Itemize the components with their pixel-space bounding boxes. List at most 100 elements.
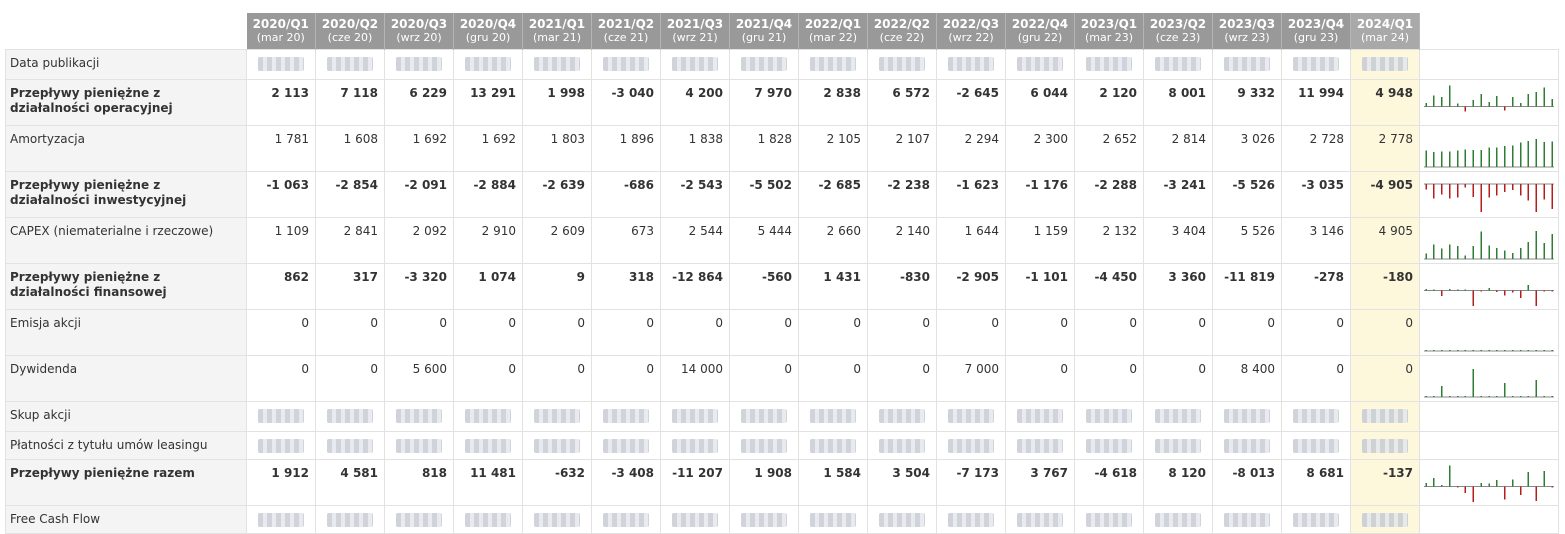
table-cell: 2 728 [1281,125,1351,172]
table-cell: -137 [1350,459,1420,506]
table-cell: -11 207 [660,459,730,506]
period-date: (mar 20) [256,31,305,44]
period-header[interactable]: 2020/Q1 (mar 20) [246,13,316,50]
table-cell [798,505,868,534]
period-date: (gru 22) [1017,31,1063,44]
table-cell: 2 300 [1005,125,1075,172]
table-cell: -3 408 [591,459,661,506]
period-date: (mar 21) [532,31,582,44]
row-label: Przepływy pieniężne z działalności finan… [5,263,247,310]
period-date: (mar 24) [1360,31,1410,44]
table-cell: 0 [798,355,868,402]
table-cell: 0 [1005,355,1075,402]
table-cell: 2 838 [798,79,868,126]
period-date: (cze 23) [1155,31,1201,44]
table-cell: -4 905 [1350,171,1420,218]
table-cell: 0 [867,355,937,402]
blurred-value [1362,513,1408,527]
period-header[interactable]: 2023/Q1 (mar 23) [1074,13,1144,50]
table-row: Free Cash Flow [5,505,1559,534]
period-quarter: 2022/Q1 [804,17,862,31]
table-cell: -5 502 [729,171,799,218]
table-cell: 0 [315,309,385,356]
table-cell: 0 [1074,355,1144,402]
table-cell: -12 864 [660,263,730,310]
table-cell: 0 [1143,309,1213,356]
table-cell [1212,431,1282,460]
table-cell [453,505,523,534]
table-cell: -2 884 [453,171,523,218]
period-header[interactable]: 2024/Q1 (mar 24) [1350,13,1420,50]
table-cell [1074,505,1144,534]
period-date: (mar 23) [1084,31,1134,44]
blurred-value [1017,57,1063,71]
table-cell: -2 238 [867,171,937,218]
period-header[interactable]: 2020/Q4 (gru 20) [453,13,523,50]
sparkline-header-spacer [1419,13,1559,50]
table-cell: 8 120 [1143,459,1213,506]
table-cell: -1 176 [1005,171,1075,218]
period-header[interactable]: 2021/Q1 (mar 21) [522,13,592,50]
table-cell [1212,49,1282,80]
blurred-value [258,513,304,527]
table-cell [1074,401,1144,432]
period-date: (gru 21) [741,31,787,44]
table-cell: 0 [522,309,592,356]
table-cell: -180 [1350,263,1420,310]
period-header[interactable]: 2021/Q3 (wrz 21) [660,13,730,50]
blurred-value [534,439,580,453]
period-header[interactable]: 2023/Q4 (gru 23) [1281,13,1351,50]
table-cell: 6 572 [867,79,937,126]
table-cell: 2 140 [867,217,937,264]
table-cell [1212,505,1282,534]
table-cell: -2 685 [798,171,868,218]
table-cell [1005,49,1075,80]
sparkline-cell [1419,125,1559,172]
blurred-value [465,409,511,423]
table-cell: -830 [867,263,937,310]
table-cell [1074,49,1144,80]
table-cell: -3 241 [1143,171,1213,218]
blurred-value [1293,57,1339,71]
cash-flow-table: 2020/Q1 (mar 20) 2020/Q2 (cze 20) 2020/Q3 (wr… [5,13,1559,534]
table-cell [522,431,592,460]
table-cell [660,505,730,534]
period-date: (gru 23) [1293,31,1339,44]
table-cell [591,431,661,460]
blurred-value [327,513,373,527]
table-cell [1005,431,1075,460]
table-cell: 1 692 [384,125,454,172]
period-header[interactable]: 2023/Q3 (wrz 23) [1212,13,1282,50]
table-cell: 2 113 [246,79,316,126]
blurred-value [948,409,994,423]
table-row: Przepływy pieniężne z działalności finan… [5,263,1559,310]
period-header[interactable]: 2022/Q1 (mar 22) [798,13,868,50]
sparkline-chart [1424,350,1554,352]
period-header[interactable]: 2022/Q3 (wrz 22) [936,13,1006,50]
table-row: Amortyzacja 1 781 1 608 1 692 1 692 1 803 1 89… [5,125,1559,172]
period-header[interactable]: 2023/Q2 (cze 23) [1143,13,1213,50]
period-quarter: 2023/Q2 [1149,17,1207,31]
table-cell: 0 [729,355,799,402]
blurred-value [810,409,856,423]
table-cell: -3 040 [591,79,661,126]
period-header[interactable]: 2021/Q2 (cze 21) [591,13,661,50]
sparkline-chart [1424,231,1554,260]
period-quarter: 2020/Q1 [252,17,309,31]
table-cell: 1 074 [453,263,523,310]
period-quarter: 2022/Q3 [942,17,1000,31]
blurred-value [1293,439,1339,453]
table-cell: 1 781 [246,125,316,172]
blurred-value [1362,57,1408,71]
sparkline-cell [1419,309,1559,356]
table-cell: -2 854 [315,171,385,218]
period-header[interactable]: 2022/Q4 (gru 22) [1005,13,1075,50]
period-header[interactable]: 2021/Q4 (gru 21) [729,13,799,50]
blurred-value [948,513,994,527]
table-cell: 7 118 [315,79,385,126]
blurred-value [741,513,787,527]
period-date: (cze 22) [879,31,925,44]
period-header[interactable]: 2020/Q3 (wrz 20) [384,13,454,50]
period-header[interactable]: 2020/Q2 (cze 20) [315,13,385,50]
period-header[interactable]: 2022/Q2 (cze 22) [867,13,937,50]
